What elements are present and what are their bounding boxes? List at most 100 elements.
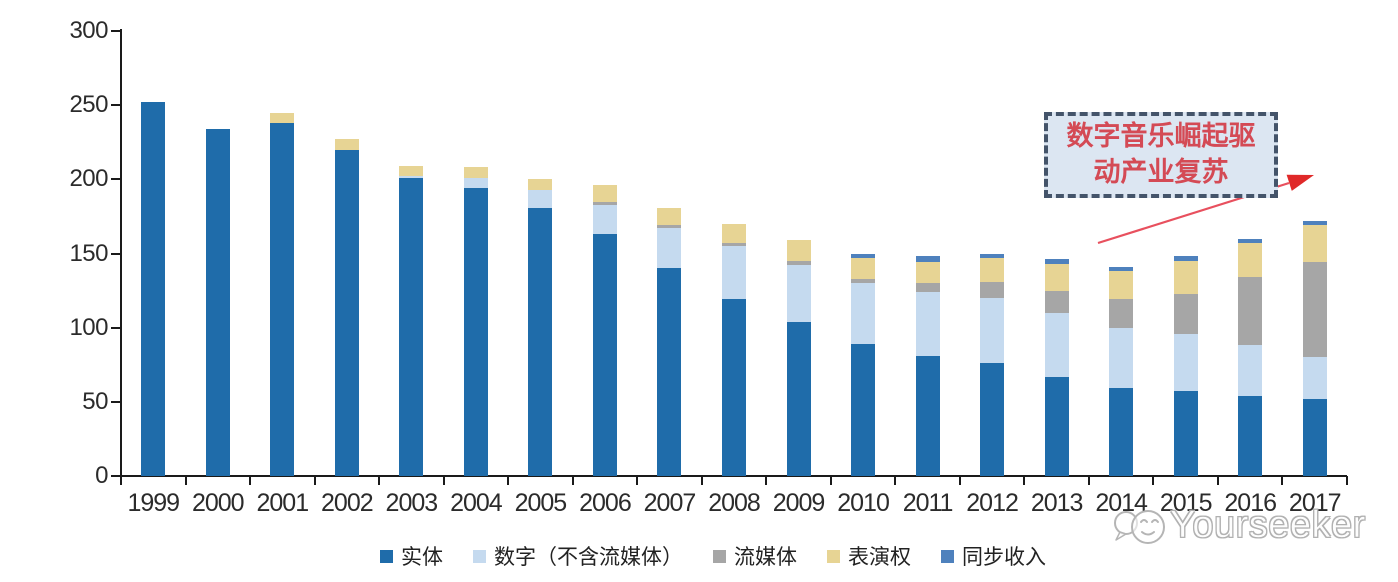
x-axis-label: 2013	[1030, 489, 1084, 517]
bar-segment	[980, 253, 1005, 258]
bar-segment	[205, 128, 230, 476]
x-axis-label: 2011	[902, 489, 954, 517]
annotation-box: 数字音乐崛起驱 动产业复苏	[1044, 112, 1278, 198]
x-axis-tick	[1152, 476, 1155, 485]
bar-segment	[1044, 259, 1069, 264]
bar-segment	[399, 177, 424, 476]
bar-segment	[592, 201, 617, 205]
bar-segment	[528, 189, 553, 208]
legend-label: 实体	[401, 546, 443, 569]
bar-segment	[980, 363, 1005, 476]
bar-segment	[399, 176, 424, 178]
bar-segment	[915, 355, 940, 476]
bar-segment	[1238, 277, 1263, 346]
annotation-text-line2: 动产业复苏	[1093, 157, 1229, 187]
legend-swatch	[941, 549, 954, 563]
legend-label: 表演权	[848, 546, 911, 569]
y-axis-tick	[111, 252, 121, 255]
bar-segment	[1302, 262, 1327, 358]
bar-segment	[463, 188, 488, 476]
bar-segment	[399, 165, 424, 177]
bar-segment	[980, 257, 1005, 282]
x-axis-tick	[249, 476, 252, 485]
x-axis-label: 2005	[514, 489, 568, 517]
bar-segment	[851, 343, 876, 476]
x-axis-label: 2001	[256, 489, 310, 517]
x-axis-tick	[1087, 476, 1090, 485]
bar-segment	[592, 204, 617, 235]
legend-swatch	[380, 549, 393, 563]
bar-segment	[270, 112, 295, 123]
x-axis-label: 2016	[1224, 489, 1277, 517]
bar-segment	[463, 167, 488, 178]
bar-segment	[1238, 243, 1263, 278]
bar-segment	[528, 179, 553, 190]
bar-segment	[657, 268, 682, 476]
x-axis-tick	[894, 476, 897, 485]
x-axis-tick	[378, 476, 381, 485]
bar-segment	[1238, 395, 1263, 476]
x-axis-label: 2010	[837, 489, 890, 517]
bar-segment	[980, 298, 1005, 364]
bar-segment	[786, 265, 811, 322]
bar-segment	[657, 207, 682, 226]
chat-smiley-icon	[1114, 510, 1165, 544]
bar-segment	[1302, 225, 1327, 263]
x-axis-line	[120, 475, 1347, 477]
x-axis-tick	[765, 476, 768, 485]
bar-segment	[1109, 266, 1134, 272]
bar-segment	[657, 225, 682, 229]
bar-segment	[1173, 333, 1198, 392]
x-axis-tick	[1346, 476, 1348, 485]
y-axis-tick	[111, 178, 121, 181]
legend-swatch	[827, 549, 840, 563]
x-axis-tick	[636, 476, 639, 485]
x-axis-label: 1999	[127, 489, 180, 517]
x-axis-label: 2017	[1288, 489, 1342, 517]
bar-segment	[1109, 271, 1134, 300]
bar-segment	[915, 292, 940, 356]
y-axis-tick	[111, 326, 121, 329]
x-axis-label: 2009	[772, 489, 826, 517]
x-axis-tick	[1023, 476, 1026, 485]
bar-segment	[1109, 327, 1134, 389]
bar-segment	[1173, 391, 1198, 476]
y-axis-tick	[111, 400, 121, 403]
y-axis-label: 150	[69, 239, 108, 267]
y-axis-line	[120, 29, 122, 477]
bar-segment	[851, 278, 876, 284]
bar-segment	[980, 281, 1005, 298]
bar-segment	[270, 122, 295, 476]
bar-segment	[528, 207, 553, 476]
y-axis-tick	[111, 30, 121, 32]
bar-segment	[722, 223, 746, 244]
y-axis-label: 200	[69, 165, 108, 193]
bar-segment	[786, 240, 811, 261]
bar-segment	[1173, 256, 1198, 261]
x-axis-label: 2015	[1159, 489, 1213, 517]
y-axis-label: 0	[95, 462, 108, 489]
x-axis-label: 2000	[191, 489, 245, 517]
y-axis-tick	[111, 475, 121, 477]
x-axis-tick	[120, 476, 122, 485]
bar-segment	[1044, 263, 1069, 291]
legend-label: 同步收入	[962, 546, 1046, 569]
x-axis-tick	[571, 476, 574, 485]
bar-segment	[915, 256, 940, 263]
x-axis-label: 2004	[450, 489, 503, 517]
bar-segment	[1238, 238, 1263, 244]
y-axis-label: 300	[69, 17, 108, 44]
bar-segment	[851, 257, 876, 279]
legend-item: 数字（不含流媒体）	[473, 541, 683, 571]
watermark-text: Yourseeker	[1170, 503, 1366, 546]
bar-segment	[1044, 290, 1069, 313]
x-axis-tick	[700, 476, 703, 485]
bar-segment	[657, 228, 682, 269]
bar-segment	[1302, 398, 1327, 476]
bar-segment	[1044, 376, 1069, 476]
bar-segment	[722, 299, 746, 476]
x-axis-label: 2002	[321, 489, 374, 517]
legend: 实体 数字（不含流媒体） 流媒体 表演权 同步收入	[14, 541, 1398, 571]
legend-item: 表演权	[827, 541, 911, 571]
